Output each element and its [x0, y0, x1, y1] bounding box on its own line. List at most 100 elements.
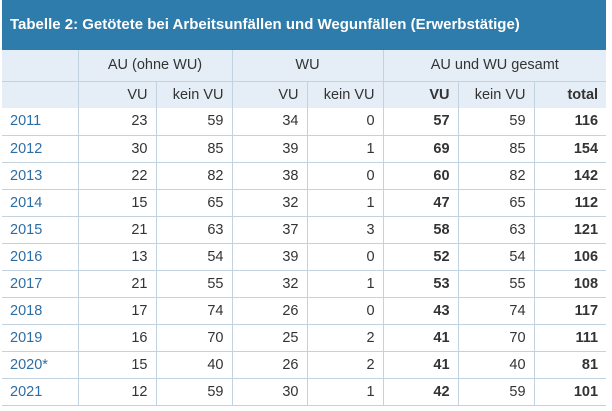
value-cell: 121: [533, 216, 607, 244]
value-cell: 57: [382, 108, 459, 136]
value-cell: 30: [77, 135, 156, 163]
value-cell: 65: [457, 189, 535, 217]
value-cell: 21: [77, 216, 156, 244]
value-cell: 15: [77, 351, 156, 379]
value-cell: 59: [457, 108, 535, 136]
value-cell: 32: [231, 189, 307, 217]
value-cell: 17: [77, 297, 156, 325]
value-cell: 1: [306, 135, 384, 163]
group-header-total: AU und WU gesamt: [382, 50, 607, 81]
value-cell: 0: [306, 162, 384, 190]
value-cell: 41: [382, 324, 459, 352]
group-header-row: AU (ohne WU) WU AU und WU gesamt: [2, 50, 607, 81]
table-row: 2013 22 82 38 0 60 82 142: [2, 162, 607, 190]
table-figure: Tabelle 2: Getötete bei Arbeitsunfällen …: [2, 0, 607, 406]
sub-header-row: VU kein VU VU kein VU VU kein VU total: [2, 80, 607, 108]
value-cell: 112: [533, 189, 607, 217]
value-cell: 70: [155, 324, 232, 352]
value-cell: 26: [231, 351, 307, 379]
table-title: Tabelle 2: Getötete bei Arbeitsunfällen …: [2, 0, 606, 50]
value-cell: 52: [382, 243, 459, 271]
value-cell: 22: [77, 162, 156, 190]
value-cell: 59: [155, 378, 232, 406]
value-cell: 54: [155, 243, 232, 271]
group-header-wu: WU: [231, 50, 384, 81]
year-cell: 2016: [2, 243, 78, 271]
value-cell: 106: [533, 243, 607, 271]
value-cell: 63: [155, 216, 232, 244]
sub-header: kein VU: [155, 80, 232, 108]
table-row: 2020* 15 40 26 2 41 40 81: [2, 351, 607, 379]
value-cell: 2: [306, 324, 384, 352]
table-row: 2014 15 65 32 1 47 65 112: [2, 189, 607, 217]
value-cell: 1: [306, 189, 384, 217]
value-cell: 59: [457, 378, 535, 406]
value-cell: 21: [77, 270, 156, 298]
data-table: AU (ohne WU) WU AU und WU gesamt VU kein…: [2, 50, 607, 406]
table-row: 2021 12 59 30 1 42 59 101: [2, 378, 607, 406]
value-cell: 1: [306, 378, 384, 406]
value-cell: 111: [533, 324, 607, 352]
value-cell: 74: [155, 297, 232, 325]
year-cell: 2021: [2, 378, 78, 406]
value-cell: 85: [457, 135, 535, 163]
year-cell: 2011: [2, 108, 78, 136]
year-cell: 2018: [2, 297, 78, 325]
value-cell: 60: [382, 162, 459, 190]
value-cell: 15: [77, 189, 156, 217]
table-row: 2015 21 63 37 3 58 63 121: [2, 216, 607, 244]
sub-header: VU: [77, 80, 156, 108]
value-cell: 13: [77, 243, 156, 271]
value-cell: 82: [457, 162, 535, 190]
value-cell: 16: [77, 324, 156, 352]
value-cell: 0: [306, 108, 384, 136]
value-cell: 2: [306, 351, 384, 379]
sub-header: kein VU: [457, 80, 535, 108]
sub-header: VU: [231, 80, 307, 108]
value-cell: 154: [533, 135, 607, 163]
table-row: 2016 13 54 39 0 52 54 106: [2, 243, 607, 271]
value-cell: 30: [231, 378, 307, 406]
year-cell: 2012: [2, 135, 78, 163]
value-cell: 65: [155, 189, 232, 217]
value-cell: 85: [155, 135, 232, 163]
value-cell: 69: [382, 135, 459, 163]
value-cell: 59: [155, 108, 232, 136]
value-cell: 0: [306, 297, 384, 325]
sub-header: VU: [382, 80, 459, 108]
value-cell: 26: [231, 297, 307, 325]
group-header-au: AU (ohne WU): [77, 50, 232, 81]
value-cell: 70: [457, 324, 535, 352]
year-cell: 2020*: [2, 351, 78, 379]
value-cell: 55: [457, 270, 535, 298]
value-cell: 38: [231, 162, 307, 190]
value-cell: 3: [306, 216, 384, 244]
value-cell: 41: [382, 351, 459, 379]
year-cell: 2013: [2, 162, 78, 190]
value-cell: 58: [382, 216, 459, 244]
value-cell: 42: [382, 378, 459, 406]
value-cell: 108: [533, 270, 607, 298]
value-cell: 40: [457, 351, 535, 379]
table-row: 2017 21 55 32 1 53 55 108: [2, 270, 607, 298]
value-cell: 142: [533, 162, 607, 190]
sub-header: total: [533, 80, 607, 108]
value-cell: 116: [533, 108, 607, 136]
value-cell: 82: [155, 162, 232, 190]
value-cell: 81: [533, 351, 607, 379]
value-cell: 47: [382, 189, 459, 217]
sub-header: kein VU: [306, 80, 384, 108]
value-cell: 34: [231, 108, 307, 136]
value-cell: 117: [533, 297, 607, 325]
value-cell: 37: [231, 216, 307, 244]
corner-cell: [2, 80, 78, 108]
value-cell: 55: [155, 270, 232, 298]
value-cell: 53: [382, 270, 459, 298]
value-cell: 43: [382, 297, 459, 325]
table-row: 2019 16 70 25 2 41 70 111: [2, 324, 607, 352]
value-cell: 40: [155, 351, 232, 379]
corner-cell: [2, 50, 78, 81]
year-cell: 2017: [2, 270, 78, 298]
table-row: 2011 23 59 34 0 57 59 116: [2, 108, 607, 136]
value-cell: 0: [306, 243, 384, 271]
